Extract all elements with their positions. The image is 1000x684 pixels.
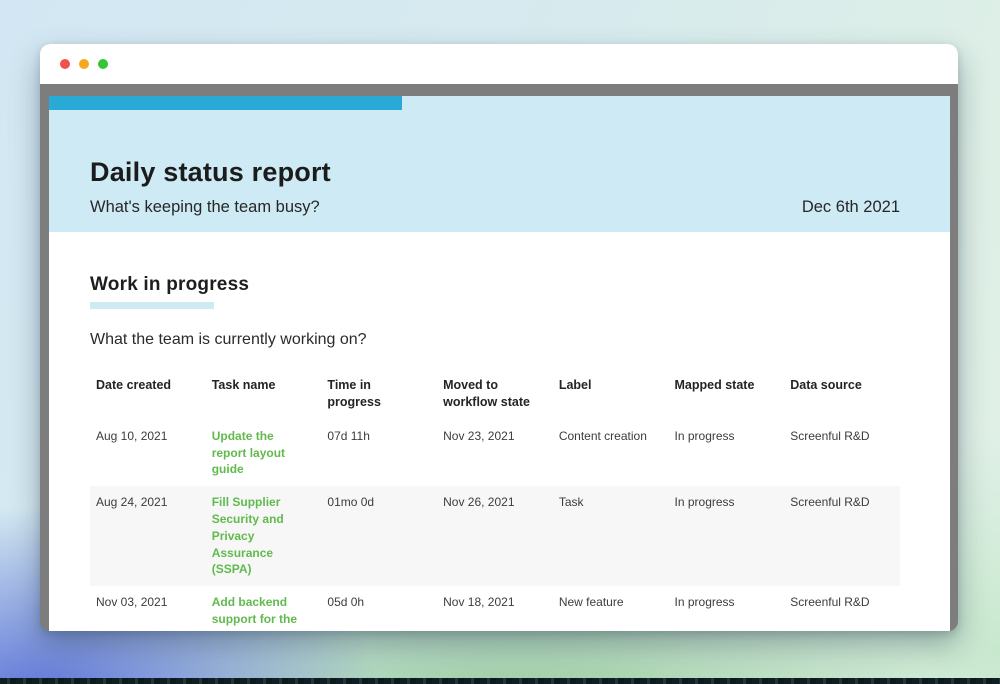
table-row: Aug 10, 2021 Update the report layout gui… [90,420,900,486]
cell-date_created: Nov 03, 2021 [96,595,168,610]
section-heading: Work in progress [90,274,250,295]
cell-task_name: Add backend support for the Workload cha… [206,586,322,631]
cell-data_source: Screenful R&D [790,595,870,610]
table-row: Nov 03, 2021 Add backend support for the … [90,586,900,631]
cell-date_created: Aug 10, 2021 [96,428,168,443]
column-header-data_source: Data source [790,378,862,392]
page-title: Daily status report [90,157,331,187]
cell-label: New feature [558,595,624,610]
column-header-task_name: Task name [211,378,276,392]
table-body: Aug 10, 2021 Update the report layout gui… [90,420,900,631]
cell-mapped_state: In progress [674,428,735,443]
cell-mapped_state: In progress [674,595,735,610]
report-body: Work in progress What the team is curren… [49,274,950,631]
cell-moved_to_workflow_state: Nov 18, 2021 [443,595,515,610]
section-question: What the team is currently working on? [90,331,367,348]
page-subtitle: What's keeping the team busy? [90,198,320,216]
browser-window: Daily status report What's keeping the t… [40,44,958,631]
cell-moved_to_workflow_state: Nov 23, 2021 [443,428,515,443]
column-header-mapped_state: Mapped state [674,378,755,392]
cell-task_name: Update the report layout guide [206,420,322,486]
section-underline [90,302,214,309]
report-document: Daily status report What's keeping the t… [49,96,950,631]
window-titlebar [40,44,958,84]
column-header-time_in_progress: Time in progress [327,378,381,409]
cell-time_in_progress: 05d 0h [327,595,365,610]
window-frame: Daily status report What's keeping the t… [40,84,958,631]
traffic-light-zoom-button[interactable] [98,59,108,69]
cell-date_created: Aug 24, 2021 [96,495,168,510]
task-link[interactable]: Add backend support for the Workload cha… [211,595,299,631]
task-link[interactable]: Fill Supplier Security and Privacy Assur… [211,495,284,577]
column-header-date_created: Date created [96,378,172,392]
cell-task_name: Fill Supplier Security and Privacy Assur… [206,486,322,586]
cell-label: Content creation [558,428,647,443]
cell-moved_to_workflow_state: Nov 26, 2021 [443,495,515,510]
column-header-label: Label [558,378,592,392]
report-header: Daily status report What's keeping the t… [49,96,950,232]
bottom-edge-strip [0,678,1000,684]
table-header: Date created Task name Time in progress Mov… [90,367,900,420]
cell-data_source: Screenful R&D [790,428,870,443]
table-header-row: Date created Task name Time in progress Mov… [90,367,900,420]
cell-time_in_progress: 01mo 0d [327,495,375,510]
table-row: Aug 24, 2021 Fill Supplier Security and P… [90,486,900,587]
work-in-progress-table: Date created Task name Time in progress Mov… [90,367,900,631]
cell-time_in_progress: 07d 11h [327,428,370,443]
traffic-light-close-button[interactable] [60,59,70,69]
cell-mapped_state: In progress [674,495,735,510]
task-link[interactable]: Update the report layout guide [211,428,286,477]
progress-bar [49,96,403,110]
column-header-moved_to_workflow_state: Moved to workflow state [443,378,530,409]
cell-label: Task [558,495,584,510]
report-date: Dec 6th 2021 [801,198,900,216]
traffic-light-minimize-button[interactable] [79,59,89,69]
report-header-text: Daily status report What's keeping the t… [90,157,331,217]
cell-data_source: Screenful R&D [790,495,870,510]
